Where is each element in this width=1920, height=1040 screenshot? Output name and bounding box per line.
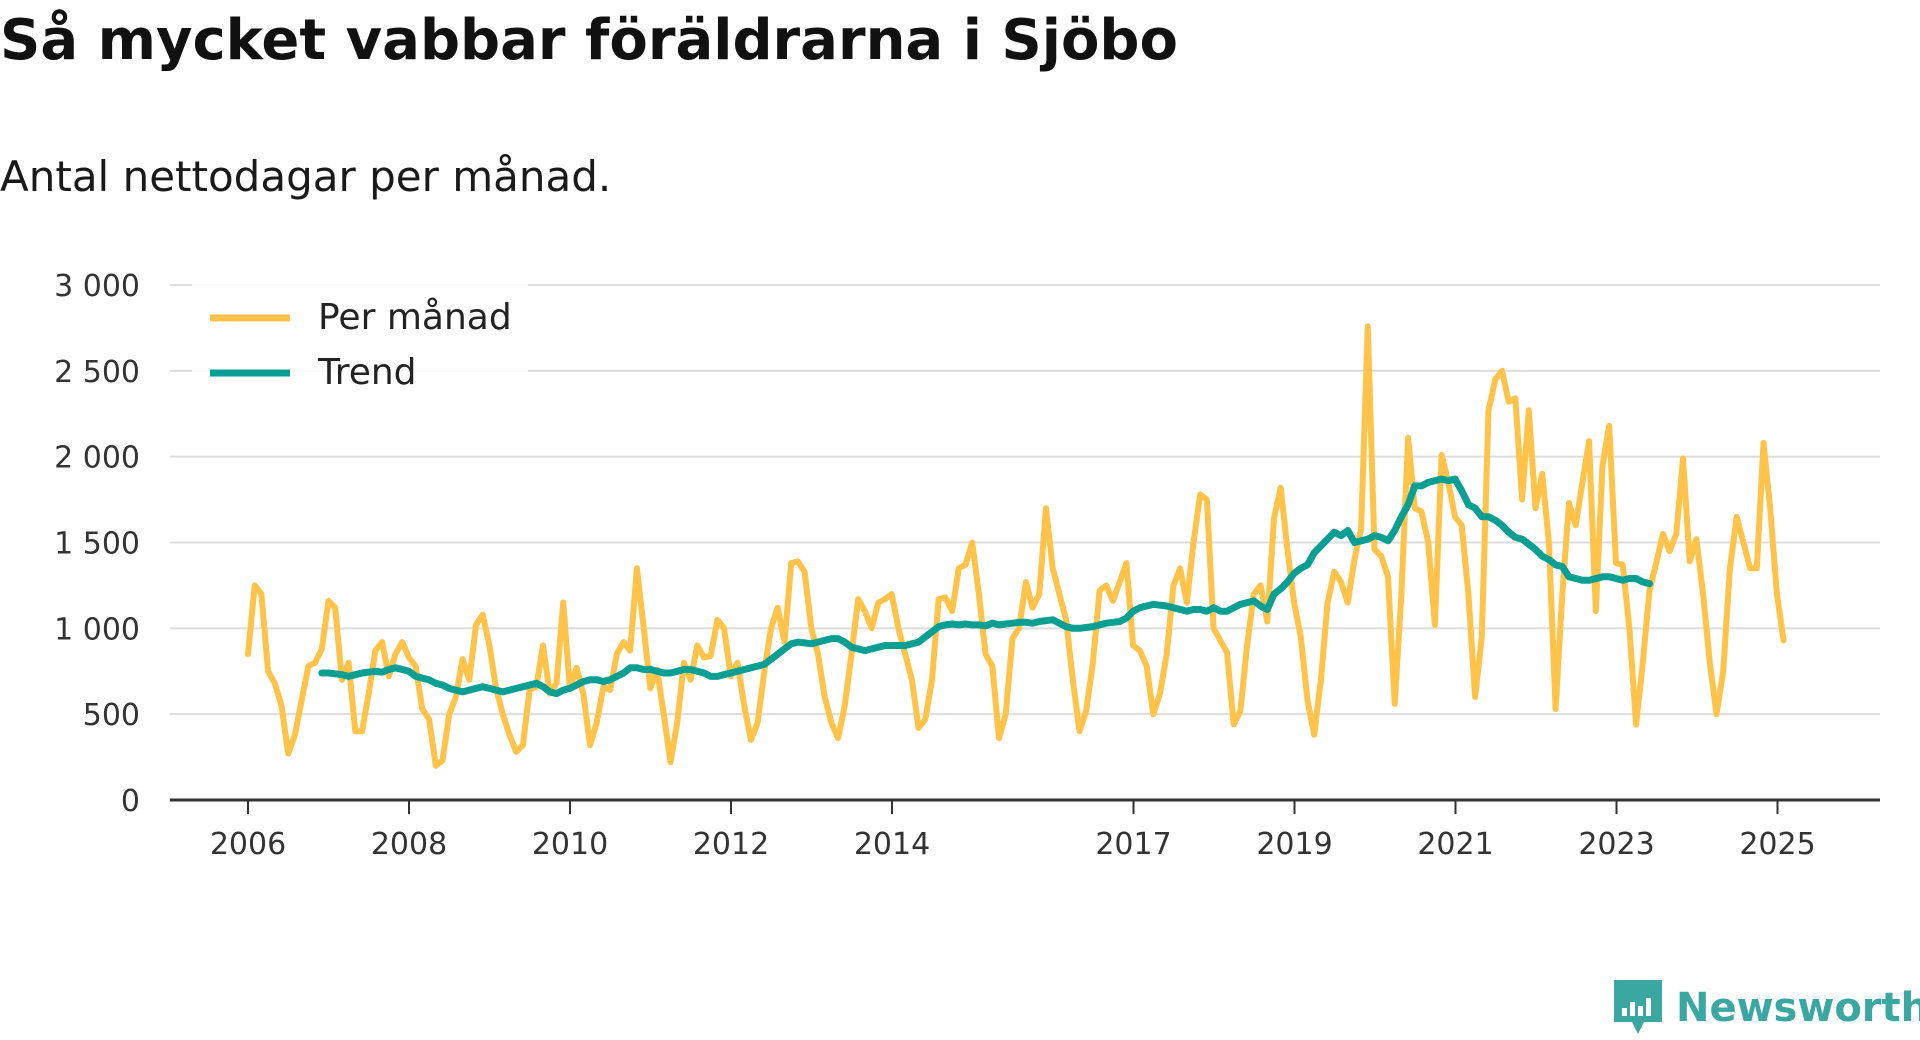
x-tick-label: 2025 xyxy=(1739,827,1815,862)
y-tick-label: 2 500 xyxy=(54,355,140,390)
legend-label-monthly: Per månad xyxy=(318,297,512,338)
x-axis-ticks: 2006 2008 2010 2012 2014 2017 2019 2021 2023 2025 xyxy=(210,800,1816,862)
series-lines xyxy=(245,323,1787,769)
x-tick-label: 2006 xyxy=(210,827,286,862)
x-tick-label: 2021 xyxy=(1417,827,1493,862)
y-tick-label: 2 000 xyxy=(54,441,140,476)
newsworthy-logo-icon xyxy=(1614,980,1662,1034)
y-tick-label: 0 xyxy=(121,784,140,819)
x-tick-label: 2008 xyxy=(371,827,447,862)
y-tick-label: 1 500 xyxy=(54,527,140,562)
series-line-monthly xyxy=(245,323,1787,769)
y-tick-label: 1 000 xyxy=(54,612,140,647)
x-tick-label: 2023 xyxy=(1578,827,1654,862)
chart-subtitle: Antal nettodagar per månad. xyxy=(0,152,612,201)
x-tick-label: 2010 xyxy=(532,827,608,862)
legend-label-trend: Trend xyxy=(317,352,417,393)
chart-title: Så mycket vabbar föräldrarna i Sjöbo xyxy=(0,8,1178,73)
legend: Per månad Trend xyxy=(192,278,528,393)
brand-logo: Newsworthy xyxy=(1612,978,1920,1038)
y-tick-label: 500 xyxy=(83,698,140,733)
brand-name: Newsworthy xyxy=(1676,985,1920,1031)
series-line-trend xyxy=(318,475,1653,698)
y-axis-ticks: 0 500 1 000 1 500 2 000 2 500 3 000 xyxy=(54,269,140,819)
y-tick-label: 3 000 xyxy=(54,269,140,304)
x-tick-label: 2014 xyxy=(854,827,930,862)
x-tick-label: 2012 xyxy=(693,827,769,862)
x-tick-label: 2019 xyxy=(1256,827,1332,862)
x-tick-label: 2017 xyxy=(1095,827,1171,862)
